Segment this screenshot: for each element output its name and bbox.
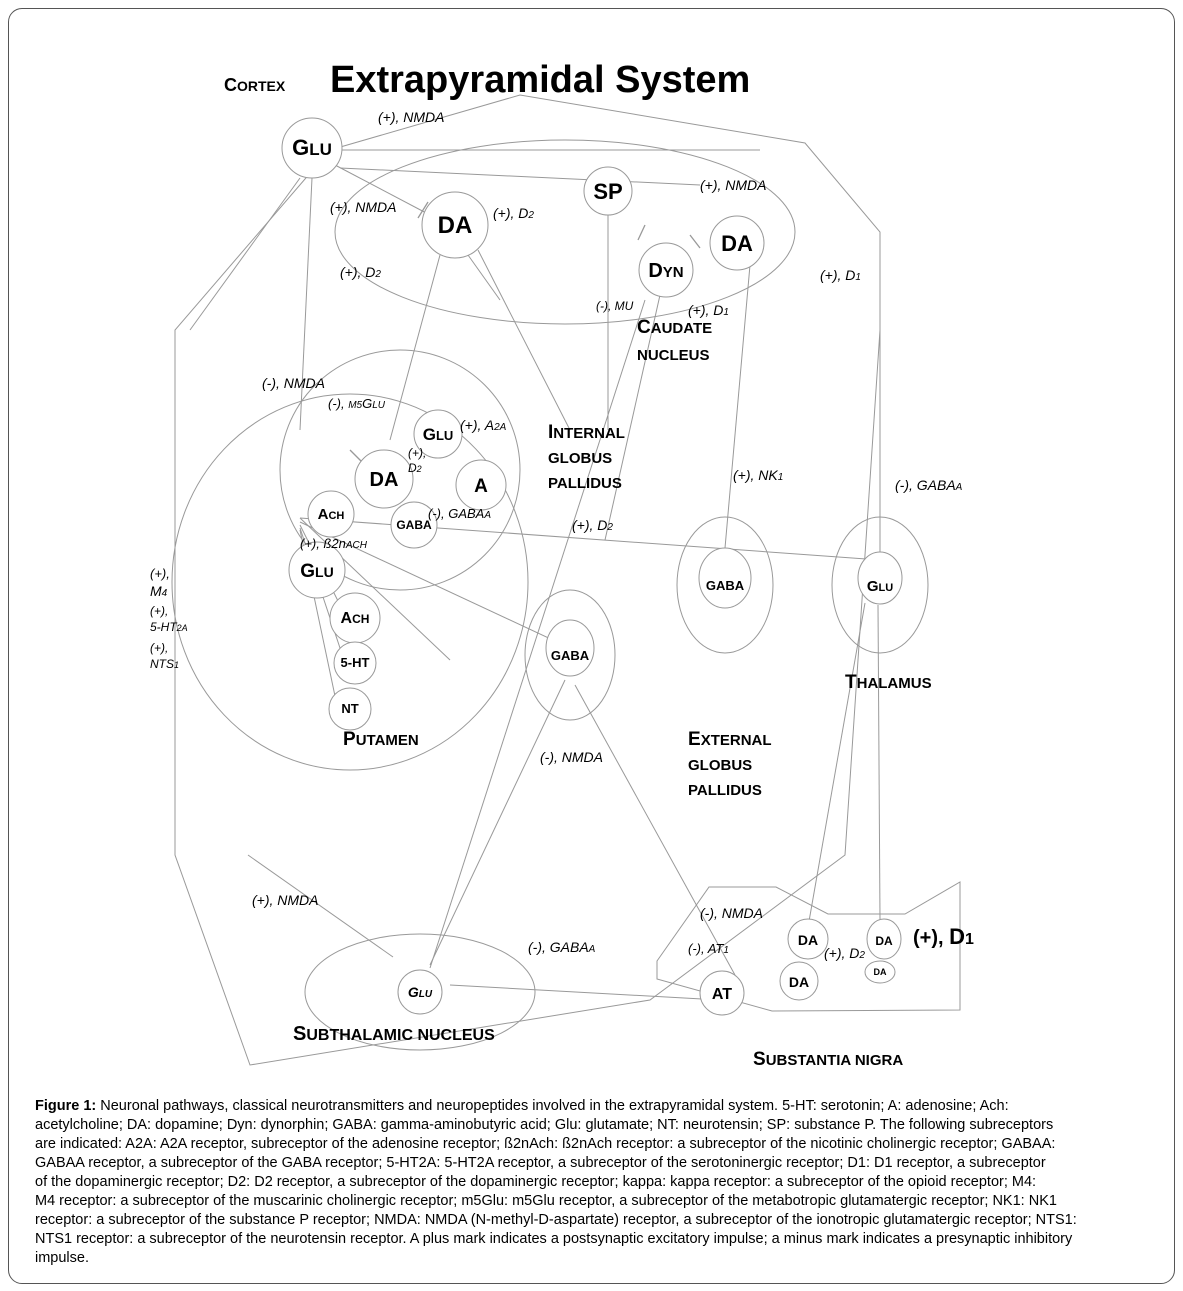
svg-text:(+),: (+), [150, 566, 170, 581]
svg-text:DA: DA [370, 469, 399, 491]
svg-text:receptor: a subreceptor of the: receptor: a subreceptor of the substance… [35, 1212, 1077, 1228]
svg-text:(+),: (+), [150, 604, 168, 618]
svg-text:of the dopaminergic receptor;: of the dopaminergic receptor; D2: D2 rec… [35, 1174, 1036, 1190]
svg-text:A: A [474, 476, 488, 497]
svg-text:(+), D2: (+), D2 [572, 517, 613, 533]
svg-text:SUBSTANTIA NIGRA: SUBSTANTIA NIGRA [753, 1049, 903, 1070]
svg-text:M4 receptor: a subreceptor of: M4 receptor: a subreceptor of the muscar… [35, 1193, 1057, 1209]
svg-text:DA: DA [721, 231, 753, 256]
svg-text:GLOBUS: GLOBUS [548, 450, 612, 467]
svg-text:5-HT: 5-HT [341, 655, 370, 670]
svg-text:are indicated: A2A: A2A recept: are indicated: A2A: A2A receptor, subrec… [35, 1136, 1055, 1152]
svg-text:DA: DA [438, 212, 473, 239]
svg-text:(-), GABAA: (-), GABAA [428, 506, 491, 521]
svg-text:5-HT2A: 5-HT2A [150, 620, 188, 634]
svg-text:(-), NMDA: (-), NMDA [540, 749, 603, 765]
svg-text:(+), NMDA: (+), NMDA [378, 109, 445, 125]
svg-text:DA: DA [789, 974, 809, 990]
svg-text:PALLIDUS: PALLIDUS [548, 475, 622, 492]
svg-text:(+), NMDA: (+), NMDA [700, 177, 767, 193]
svg-text:(+), NMDA: (+), NMDA [330, 199, 397, 215]
svg-text:THALAMUS: THALAMUS [845, 672, 932, 693]
svg-text:PALLIDUS: PALLIDUS [688, 782, 762, 799]
svg-text:(-), AT1: (-), AT1 [688, 941, 729, 956]
svg-text:(+),: (+), [150, 641, 168, 655]
svg-text:PUTAMEN: PUTAMEN [343, 729, 419, 750]
svg-text:GABA: GABA [706, 578, 745, 593]
svg-text:NT: NT [341, 701, 358, 716]
svg-text:DYN: DYN [648, 260, 683, 282]
svg-text:(-), NMDA: (-), NMDA [700, 905, 763, 921]
svg-text:(+), D2: (+), D2 [824, 945, 865, 961]
svg-text:M4: M4 [150, 583, 168, 599]
svg-text:DA: DA [798, 932, 818, 948]
svg-text:(+), D2: (+), D2 [340, 264, 381, 280]
svg-text:DA: DA [874, 967, 887, 977]
svg-text:(+), D1: (+), D1 [820, 267, 861, 283]
svg-text:Figure 1: Neuronal pathways, c: Figure 1: Neuronal pathways, classical n… [35, 1098, 1009, 1114]
svg-text:CAUDATE: CAUDATE [637, 317, 712, 338]
svg-text:GLU: GLU [423, 425, 454, 444]
svg-text:(+), A2A: (+), A2A [460, 417, 507, 433]
svg-text:acetylcholine; DA: dopamine; D: acetylcholine; DA: dopamine; Dyn: dynorp… [35, 1117, 1053, 1133]
svg-text:(-), GABAA: (-), GABAA [528, 939, 596, 955]
svg-text:SUBTHALAMIC NUCLEUS: SUBTHALAMIC NUCLEUS [293, 1023, 495, 1045]
svg-text:GLOBUS: GLOBUS [688, 757, 752, 774]
svg-text:(+), NK1: (+), NK1 [733, 467, 783, 483]
svg-text:DA: DA [875, 934, 893, 948]
svg-text:(-), MU: (-), MU [596, 299, 634, 313]
svg-text:(+), D2: (+), D2 [493, 205, 534, 221]
svg-text:SP: SP [593, 179, 622, 204]
svg-text:GLU: GLU [300, 561, 333, 582]
svg-text:NTS1 receptor: a subreceptor o: NTS1 receptor: a subreceptor of the neur… [35, 1231, 1073, 1247]
svg-text:(+), NMDA: (+), NMDA [252, 892, 319, 908]
svg-text:GABA: GABA [551, 648, 590, 663]
svg-text:AT: AT [712, 986, 732, 1003]
svg-text:(+),: (+), [408, 446, 426, 460]
svg-text:(+), D1: (+), D1 [688, 302, 729, 318]
svg-text:ACH: ACH [341, 610, 370, 627]
svg-text:(+), D1: (+), D1 [913, 924, 974, 949]
svg-text:D2: D2 [408, 461, 422, 475]
svg-text:GABA: GABA [396, 518, 432, 532]
svg-text:INTERNAL: INTERNAL [548, 422, 625, 443]
svg-text:NTS1: NTS1 [150, 657, 179, 671]
svg-text:(+), ß2nACH: (+), ß2nACH [300, 536, 368, 551]
svg-text:Extrapyramidal System: Extrapyramidal System [330, 59, 750, 101]
svg-text:(-), M5GLU: (-), M5GLU [328, 396, 386, 411]
svg-text:NUCLEUS: NUCLEUS [637, 347, 710, 364]
svg-text:(-), GABAA: (-), GABAA [895, 477, 963, 493]
svg-text:EXTERNAL: EXTERNAL [688, 729, 772, 750]
svg-text:GABAA receptor, a subreceptor: GABAA receptor, a subreceptor of the GAB… [35, 1155, 1046, 1171]
svg-text:CORTEX: CORTEX [224, 75, 286, 95]
svg-text:impulse.: impulse. [35, 1250, 89, 1266]
svg-text:(-), NMDA: (-), NMDA [262, 375, 325, 391]
